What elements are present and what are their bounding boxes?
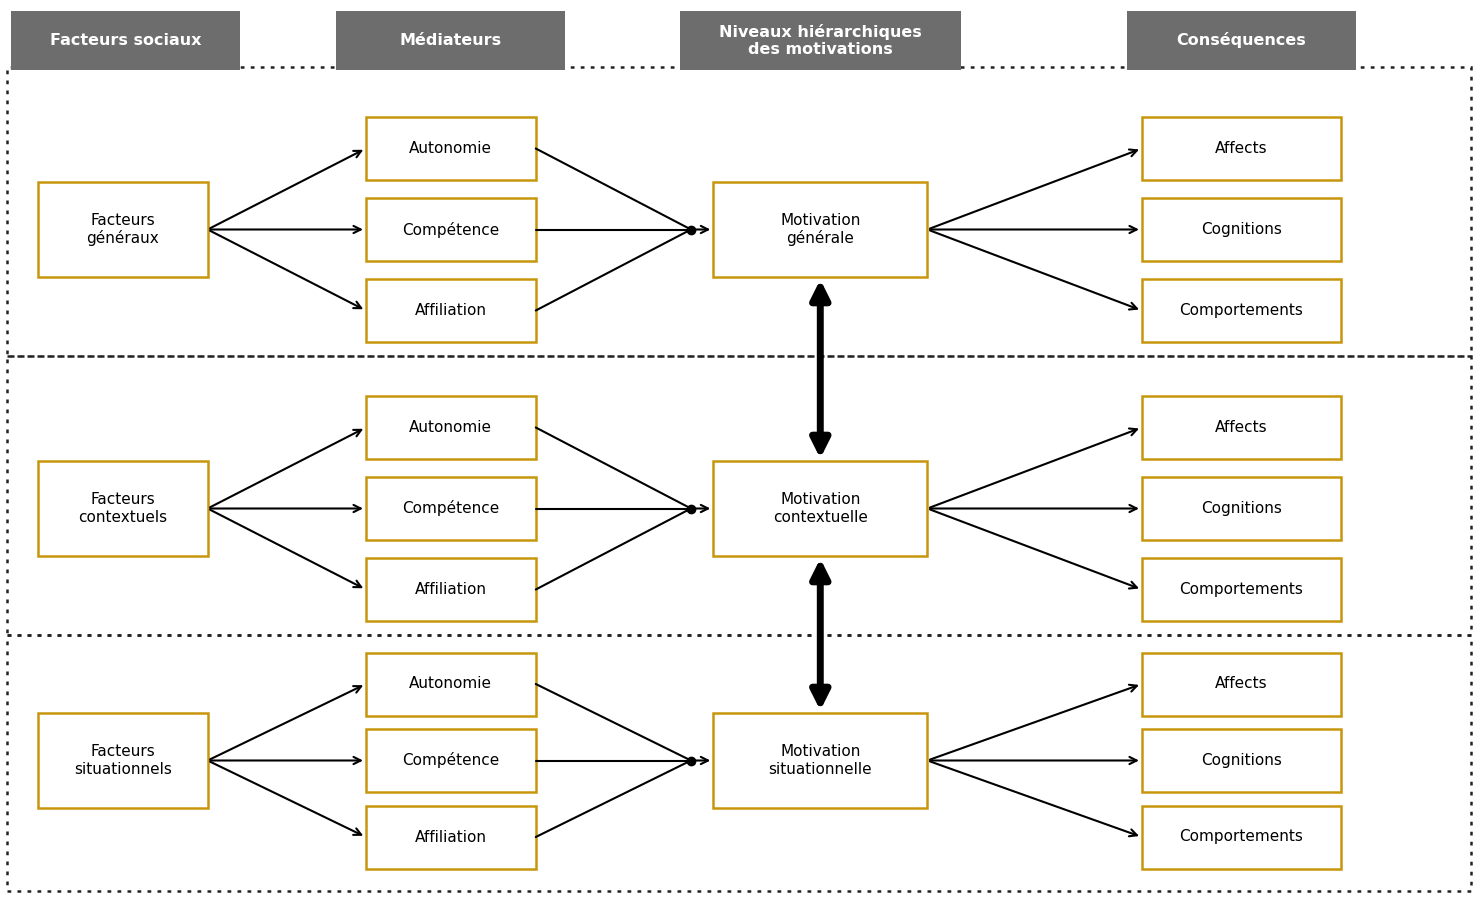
Text: Motivation
contextuelle: Motivation contextuelle	[773, 492, 868, 525]
FancyBboxPatch shape	[367, 396, 535, 459]
FancyBboxPatch shape	[38, 713, 207, 808]
Text: Affects: Affects	[1215, 677, 1268, 691]
Text: Affects: Affects	[1215, 141, 1268, 156]
Text: Niveaux hiérarchiques
des motivations: Niveaux hiérarchiques des motivations	[718, 23, 922, 58]
Text: Facteurs
situationnels: Facteurs situationnels	[74, 744, 171, 777]
Text: Motivation
situationnelle: Motivation situationnelle	[769, 744, 872, 777]
FancyBboxPatch shape	[1141, 279, 1342, 342]
Text: Comportements: Comportements	[1179, 830, 1304, 844]
Bar	[7, 634, 1471, 891]
Bar	[7, 68, 1471, 356]
Text: Autonomie: Autonomie	[409, 420, 492, 435]
FancyBboxPatch shape	[1141, 477, 1342, 540]
FancyBboxPatch shape	[38, 461, 207, 555]
Text: Motivation
générale: Motivation générale	[780, 212, 860, 247]
Text: Cognitions: Cognitions	[1202, 222, 1281, 237]
Text: Compétence: Compétence	[402, 752, 500, 769]
FancyBboxPatch shape	[680, 11, 961, 70]
FancyBboxPatch shape	[367, 652, 535, 716]
Text: Comportements: Comportements	[1179, 582, 1304, 597]
FancyBboxPatch shape	[1141, 652, 1342, 716]
FancyBboxPatch shape	[367, 198, 535, 261]
FancyBboxPatch shape	[367, 117, 535, 180]
FancyBboxPatch shape	[1141, 198, 1342, 261]
FancyBboxPatch shape	[1141, 396, 1342, 459]
FancyBboxPatch shape	[1141, 729, 1342, 792]
Text: Facteurs sociaux: Facteurs sociaux	[50, 33, 201, 48]
Text: Affiliation: Affiliation	[415, 830, 486, 844]
FancyBboxPatch shape	[1141, 117, 1342, 180]
Text: Conséquences: Conséquences	[1176, 32, 1307, 49]
Bar	[7, 356, 1471, 634]
Text: Autonomie: Autonomie	[409, 141, 492, 156]
Text: Comportements: Comportements	[1179, 303, 1304, 318]
Text: Autonomie: Autonomie	[409, 677, 492, 691]
FancyBboxPatch shape	[367, 729, 535, 792]
Text: Facteurs
contextuels: Facteurs contextuels	[78, 492, 167, 525]
FancyBboxPatch shape	[714, 182, 928, 277]
FancyBboxPatch shape	[1141, 806, 1342, 868]
FancyBboxPatch shape	[38, 182, 207, 277]
Text: Affiliation: Affiliation	[415, 582, 486, 597]
Text: Cognitions: Cognitions	[1202, 753, 1281, 768]
FancyBboxPatch shape	[367, 477, 535, 540]
FancyBboxPatch shape	[12, 11, 241, 70]
Text: Compétence: Compétence	[402, 500, 500, 517]
Text: Médiateurs: Médiateurs	[399, 33, 503, 48]
FancyBboxPatch shape	[1126, 11, 1357, 70]
Text: Compétence: Compétence	[402, 221, 500, 238]
Text: Facteurs
généraux: Facteurs généraux	[86, 212, 160, 247]
Text: Cognitions: Cognitions	[1202, 501, 1281, 516]
FancyBboxPatch shape	[367, 279, 535, 342]
Text: Affects: Affects	[1215, 420, 1268, 435]
FancyBboxPatch shape	[336, 11, 565, 70]
Text: Affiliation: Affiliation	[415, 303, 486, 318]
FancyBboxPatch shape	[1141, 558, 1342, 621]
FancyBboxPatch shape	[367, 806, 535, 868]
FancyBboxPatch shape	[367, 558, 535, 621]
FancyBboxPatch shape	[714, 461, 928, 555]
FancyBboxPatch shape	[714, 713, 928, 808]
